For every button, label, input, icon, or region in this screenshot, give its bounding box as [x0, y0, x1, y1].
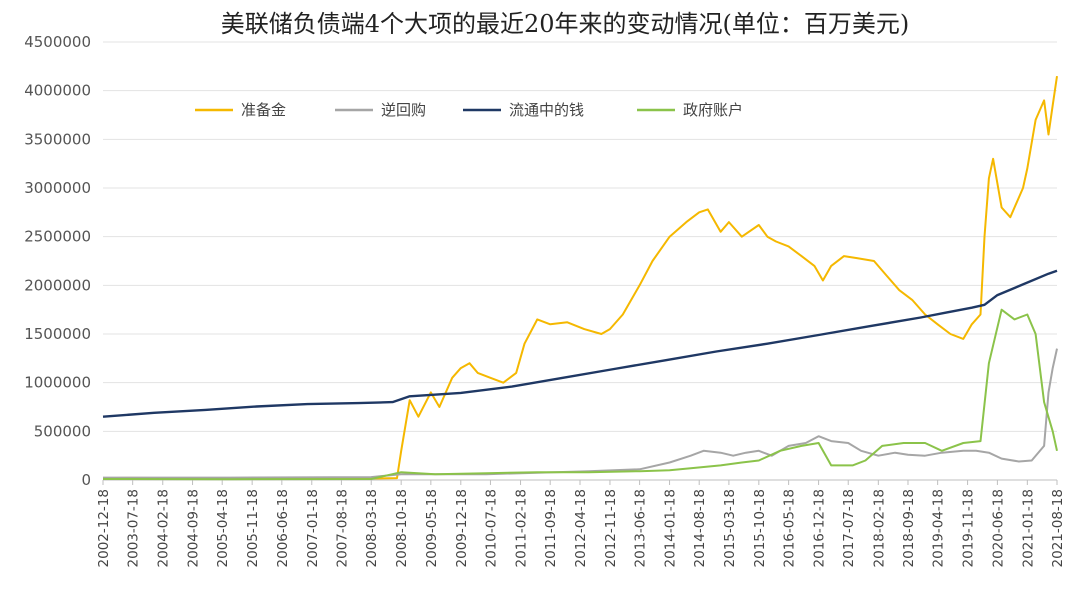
series-line	[102, 269, 1058, 418]
x-tick-label: 2005-11-18	[245, 489, 261, 567]
x-tick-label: 2017-07-18	[841, 489, 857, 567]
y-axis: 0 500000 1000000 1500000 2000000 2500000 30000…	[24, 33, 91, 489]
x-tick-label: 2015-10-18	[752, 489, 768, 567]
x-tick-label: 2006-06-18	[275, 489, 291, 567]
y-tick-label: 3000000	[24, 179, 91, 197]
legend-label: 准备金	[241, 101, 286, 119]
x-tick-label: 2021-08-18	[1050, 489, 1066, 567]
x-tick-label: 2016-12-18	[812, 489, 828, 567]
y-tick-label: 3500000	[24, 130, 91, 148]
series-line	[103, 348, 1058, 479]
x-tick-label: 2013-06-18	[633, 489, 649, 567]
x-tick-label: 2020-06-18	[990, 489, 1006, 567]
x-tick-label: 2011-09-18	[543, 489, 559, 567]
x-tick-label: 2007-01-18	[305, 489, 321, 567]
gridlines	[103, 41, 1057, 481]
chart-title: 美联储负债端4个大项的最近20年来的变动情况(单位：百万美元)	[221, 10, 910, 38]
x-tick-label: 2008-03-18	[364, 489, 380, 567]
x-tick-label: 2011-02-18	[514, 489, 530, 567]
series-line	[102, 308, 1058, 481]
y-tick-label: 2000000	[24, 276, 91, 294]
legend-label: 政府账户	[683, 101, 743, 119]
y-tick-label: 1500000	[24, 325, 91, 343]
x-axis: 2002-12-18 2003-07-18 2004-02-18 2004-09-18…	[96, 480, 1066, 567]
series-lines	[102, 75, 1058, 481]
x-tick-label: 2002-12-18	[96, 489, 112, 567]
x-tick-label: 2018-02-18	[871, 489, 887, 567]
x-tick-label: 2019-04-18	[931, 489, 947, 567]
x-tick-label: 2004-09-18	[186, 489, 202, 567]
x-tick-label: 2008-10-18	[394, 489, 410, 567]
x-tick-label: 2004-02-18	[156, 489, 172, 567]
y-tick-label: 4500000	[24, 33, 91, 51]
x-tick-label: 2018-09-18	[901, 489, 917, 567]
x-tick-label: 2021-01-18	[1020, 489, 1036, 567]
x-tick-label: 2012-04-18	[573, 489, 589, 567]
y-tick-label: 500000	[34, 422, 91, 440]
x-tick-label: 2015-03-18	[722, 489, 738, 567]
x-tick-label: 2019-11-18	[961, 489, 977, 567]
series-line	[102, 75, 1058, 480]
x-tick-label: 2014-08-18	[692, 489, 708, 567]
y-tick-label: 0	[81, 471, 91, 489]
legend-label: 逆回购	[381, 101, 426, 119]
y-tick-label: 1000000	[24, 374, 91, 392]
x-tick-label: 2007-08-18	[334, 489, 350, 567]
x-tick-label: 2010-07-18	[483, 489, 499, 567]
x-tick-label: 2009-05-18	[424, 489, 440, 567]
x-tick-label: 2016-05-18	[782, 489, 798, 567]
legend-label: 流通中的钱	[509, 101, 584, 119]
x-tick-label: 2009-12-18	[454, 489, 470, 567]
x-tick-label: 2014-01-18	[663, 489, 679, 567]
legend: 准备金 逆回购 流通中的钱 政府账户	[195, 101, 743, 119]
y-tick-label: 2500000	[24, 228, 91, 246]
x-tick-label: 2012-11-18	[603, 489, 619, 567]
y-tick-label: 4000000	[24, 82, 91, 100]
x-tick-label: 2005-04-18	[215, 489, 231, 567]
x-tick-label: 2003-07-18	[126, 489, 142, 567]
